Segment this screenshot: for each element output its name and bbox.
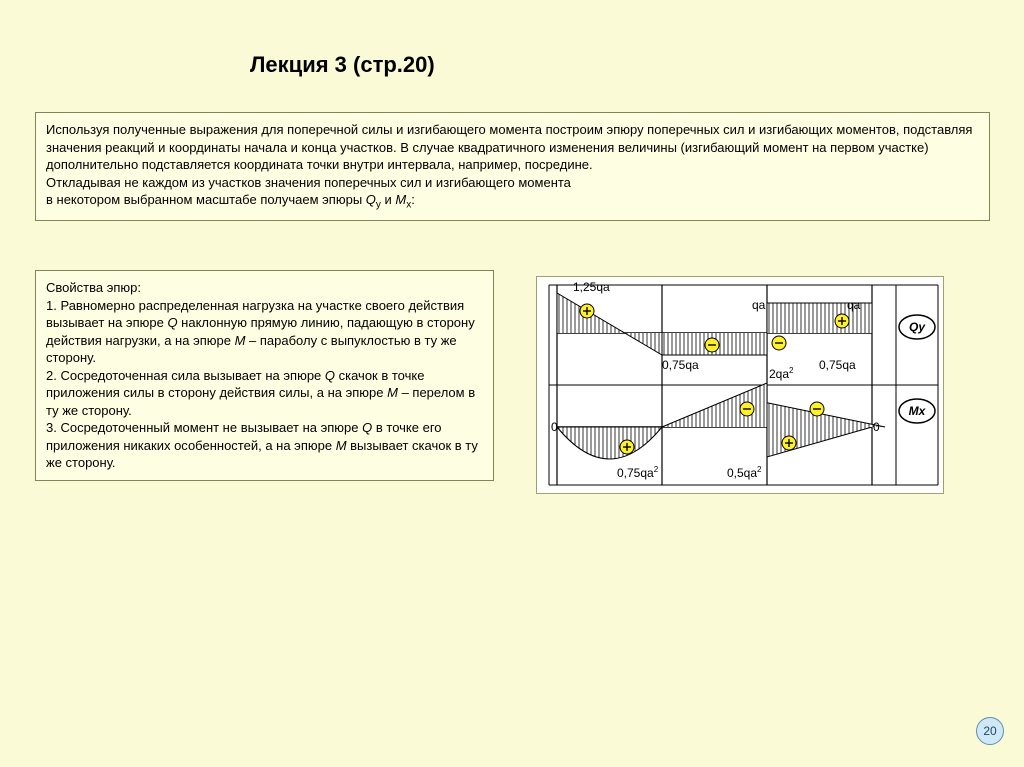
p2b-pre: в некотором выбранном масштабе получаем … [46, 192, 366, 207]
svg-text:0,5qa2: 0,5qa2 [727, 465, 762, 480]
svg-text:qa: qa [847, 298, 861, 312]
svg-text:0,75qa2: 0,75qa2 [617, 465, 659, 480]
svg-text:Qy: Qy [909, 320, 926, 334]
t1m: M [235, 333, 246, 348]
svg-text:1,25qa: 1,25qa [573, 280, 610, 294]
t3q: Q [362, 420, 372, 435]
m-italic: M [395, 192, 406, 207]
svg-text:qa: qa [752, 298, 766, 312]
t0: Свойства эпюр: [46, 280, 141, 295]
p2a: Откладывая не каждом из участков значени… [46, 175, 571, 190]
svg-text:Mx: Mx [909, 404, 927, 418]
epure-diagram: 1,25qa qa 0,75qa 2qa2 qa 0,75qa Qy 0 0,75qa2 0,5q… [536, 276, 944, 494]
t2a: 2. Сосредоточенная сила вызывает на эпюр… [46, 368, 325, 383]
svg-text:0,75qa: 0,75qa [819, 358, 856, 372]
mid: и [381, 192, 396, 207]
page-title: Лекция 3 (стр.20) [250, 52, 435, 78]
p2b-post: : [411, 192, 415, 207]
svg-text:0: 0 [873, 420, 880, 434]
svg-text:0,75qa: 0,75qa [662, 358, 699, 372]
svg-text:2qa2: 2qa2 [769, 366, 794, 381]
p1: Используя полученные выражения для попер… [46, 122, 972, 172]
t2m: M [387, 385, 398, 400]
svg-text:0: 0 [551, 420, 558, 434]
page-number-badge: 20 [976, 717, 1004, 745]
page-number: 20 [983, 724, 996, 738]
properties-text-box: Свойства эпюр: 1. Равномерно распределен… [35, 270, 494, 481]
t3a: 3. Сосредоточенный момент не вызывает на… [46, 420, 362, 435]
t2q: Q [325, 368, 335, 383]
q-italic: Q [366, 192, 376, 207]
intro-text-box: Используя полученные выражения для попер… [35, 112, 990, 221]
t1q: Q [167, 315, 177, 330]
t3m: M [336, 438, 347, 453]
